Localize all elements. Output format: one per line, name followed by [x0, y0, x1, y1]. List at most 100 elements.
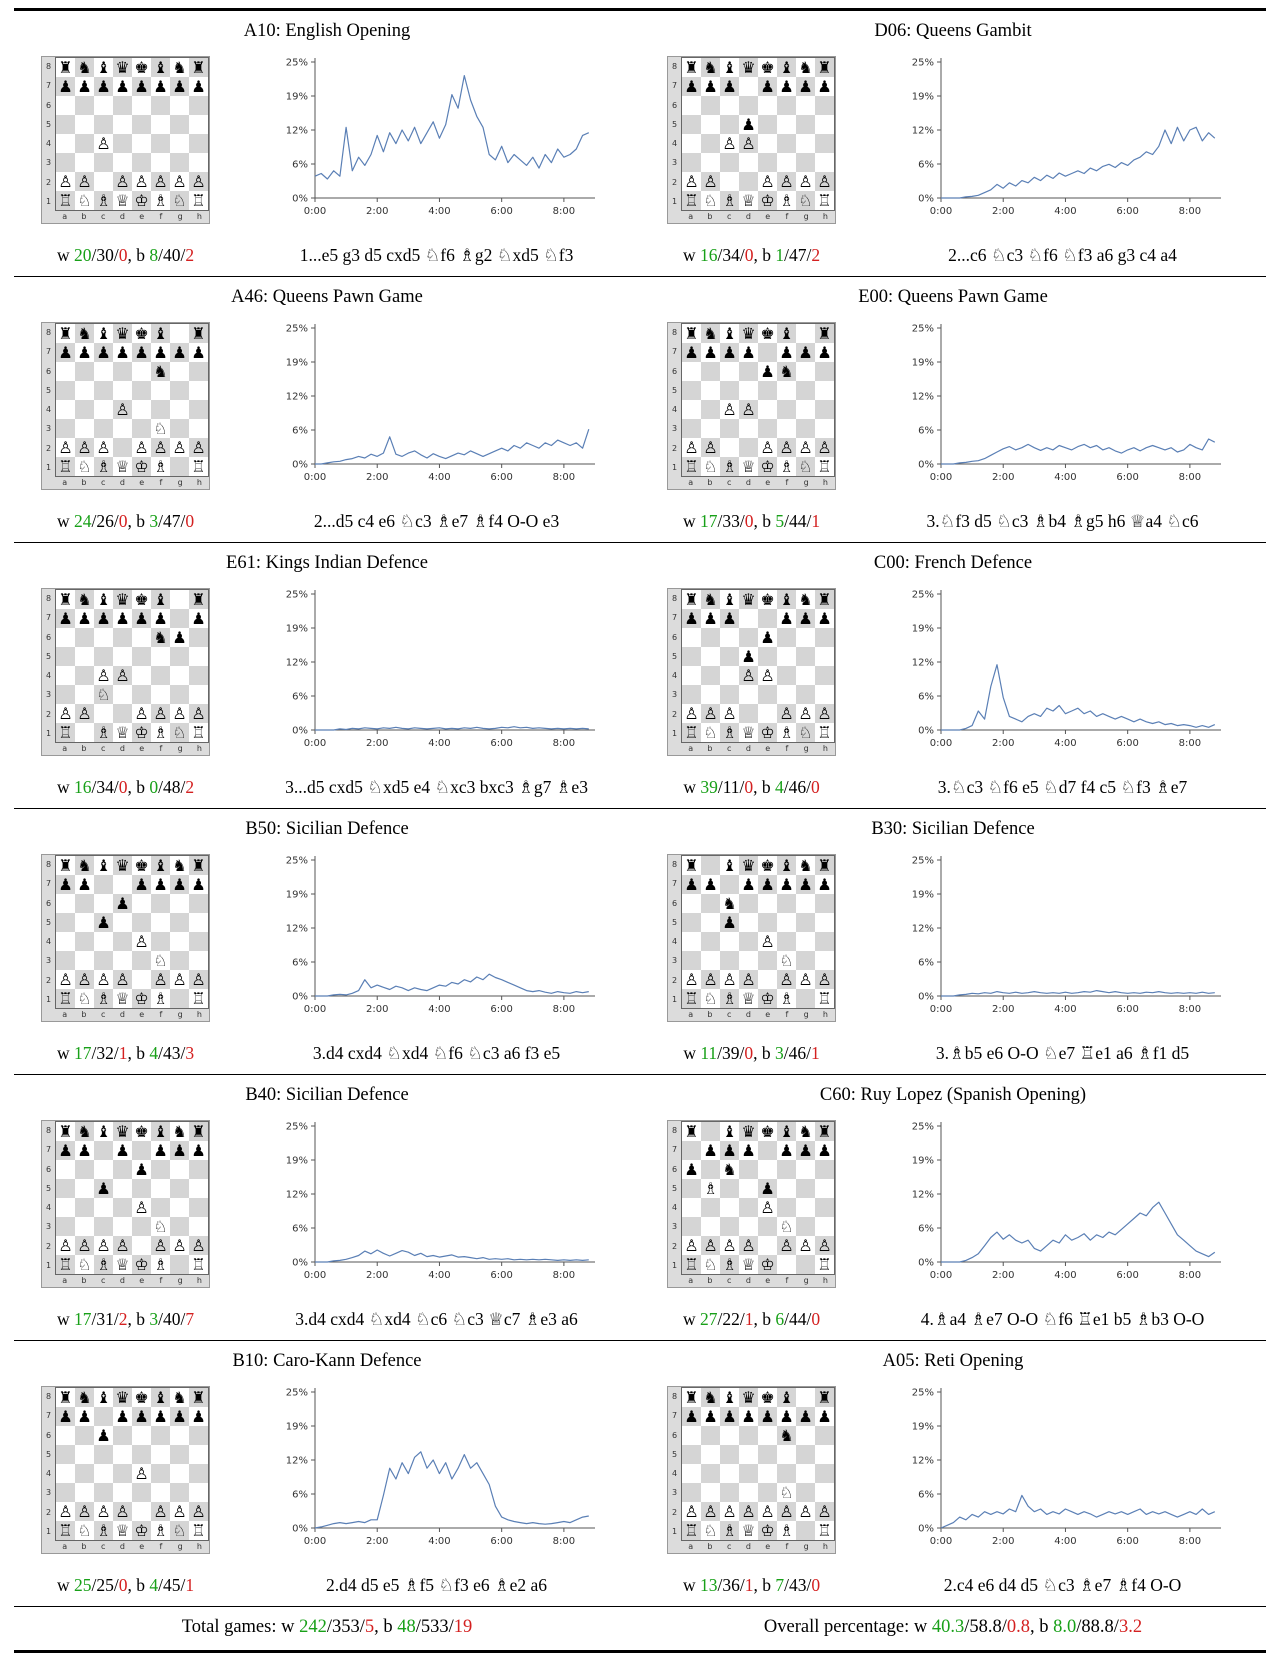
- board-square: [815, 1179, 835, 1198]
- board-square: [75, 894, 95, 913]
- chess-piece-square: ♝: [720, 58, 740, 77]
- chess-piece-square: ♚: [132, 1388, 152, 1407]
- chess-piece-square: ♙: [113, 666, 133, 685]
- text-segment: /32/: [91, 1043, 119, 1063]
- board-coordinate: d: [745, 478, 751, 487]
- text-segment: /47/: [158, 511, 186, 531]
- board-coordinate: h: [822, 744, 828, 753]
- chess-piece-square: ♟: [701, 77, 721, 96]
- chess-piece-square: ♔: [758, 1521, 778, 1540]
- chess-piece-square: ♜: [682, 58, 702, 77]
- chess-piece-square: ♔: [132, 191, 152, 210]
- stats-line: w 11/39/0, b 3/46/1: [683, 1043, 819, 1064]
- chess-piece-square: ♙: [170, 1502, 190, 1521]
- board-column: 8 7 6 5 4 3 2 1 ♜ ♞ ♝ ♛ ♚ ♝ ♞ ♜ ♟ ♟ ♟ ♟ ♟ ♟ ♟ ♟ ♙ ♙ ♙ ♙ ♙ ♙ ♙ ♙ ♖ ♘ ♗ ♕ ♔ ♗ ♘ ♖…: [640, 50, 859, 266]
- board-coordinate: a: [688, 478, 694, 487]
- x-tick-label: 4:00: [1054, 738, 1076, 749]
- board-square: [113, 913, 133, 932]
- chess-piece-square: ♟: [701, 609, 721, 628]
- chess-piece-square: ♝: [720, 1122, 740, 1141]
- chess-piece-square: ♘: [75, 989, 95, 1008]
- chess-piece-square: ♗: [701, 1179, 721, 1198]
- chess-piece-square: ♞: [796, 856, 816, 875]
- board-square: [739, 1445, 759, 1464]
- chess-piece-square: ♟: [151, 609, 171, 628]
- chess-piece-square: ♟: [132, 875, 152, 894]
- y-tick-label: 19%: [911, 624, 933, 635]
- chess-piece-square: ♟: [758, 628, 778, 647]
- board-coordinate: 6: [672, 1164, 678, 1174]
- board-square: [682, 115, 702, 134]
- board-square: [56, 647, 76, 666]
- y-tick-label: 0%: [292, 1258, 308, 1269]
- chess-piece-square: ♙: [94, 666, 114, 685]
- chess-piece-square: ♜: [682, 1388, 702, 1407]
- board-square: [170, 457, 190, 476]
- x-tick-label: 4:00: [428, 1536, 450, 1547]
- chart-column: 0% 6% 12% 19% 25% 0:00 2:00 4:00 6:00 8:00 2...c6…: [859, 50, 1266, 266]
- board-square: [56, 1160, 76, 1179]
- chess-piece-square: ♜: [815, 1388, 835, 1407]
- board-square: [796, 1426, 816, 1445]
- text-segment: 0: [744, 245, 754, 265]
- board-square: [189, 153, 209, 172]
- board-square: [113, 1198, 133, 1217]
- chess-piece-square: ♝: [777, 1388, 797, 1407]
- chess-piece-square: ♔: [132, 457, 152, 476]
- chess-piece-square: ♜: [56, 1122, 76, 1141]
- board-square: [75, 1445, 95, 1464]
- chess-piece-square: ♟: [682, 875, 702, 894]
- chess-piece-square: ♟: [815, 77, 835, 96]
- chess-piece-square: ♗: [720, 989, 740, 1008]
- chess-piece-square: ♜: [189, 590, 209, 609]
- board-square: [796, 951, 816, 970]
- board-coordinate: g: [177, 478, 183, 487]
- board-square: [796, 1255, 816, 1274]
- board-square: [94, 362, 114, 381]
- board-square: [796, 1179, 816, 1198]
- board-coordinate: 1: [46, 1526, 52, 1536]
- y-tick-label: 0%: [292, 726, 308, 737]
- y-tick-label: 6%: [918, 1490, 934, 1501]
- moves-line: 2.c4 e6 d4 d5 ♘c3 ♗e7 ♗f4 O-O: [943, 1575, 1182, 1595]
- board-coordinate: e: [139, 744, 145, 753]
- board-coordinate: b: [81, 478, 87, 487]
- chess-piece-square: ♙: [113, 172, 133, 191]
- board-squares: ♜ ♞ ♝ ♛ ♚ ♝ ♞ ♜ ♟ ♟ ♟ ♟ ♟ ♟ ♟ ♟ ♙ ♘ ♙ ♙ ♙ ♙ ♙ ♙ ♙ ♖ ♘ ♗ ♕ ♔ ♗ ♖: [55, 1121, 210, 1275]
- chess-piece-square: ♗: [777, 191, 797, 210]
- chess-board: 8 7 6 5 4 3 2 1 ♜ ♝ ♛ ♚ ♝ ♞ ♜ ♟ ♟ ♟ ♟ ♟ ♟ ♟ ♞ ♟ ♙ ♘ ♙ ♙ ♙ ♙ ♙ ♙ ♙ ♖ ♘ ♗ ♕ ♔ ♗ ♖…: [667, 854, 837, 1022]
- board-coordinate: 1: [672, 728, 678, 738]
- text-segment: 13: [700, 1575, 718, 1595]
- chess-board: 8 7 6 5 4 3 2 1 ♜ ♞ ♝ ♛ ♚ ♝ ♞ ♜ ♟ ♟ ♟ ♟ ♟ ♟ ♟ ♟ ♙ ♙ ♙ ♙ ♙ ♙ ♙ ♙ ♖ ♘ ♗ ♕ ♔ ♗ ♘ ♖…: [41, 56, 211, 224]
- x-tick-label: 4:00: [1054, 206, 1076, 217]
- x-tick-label: 0:00: [303, 206, 325, 217]
- chart-column: 0% 6% 12% 19% 25% 0:00 2:00 4:00 6:00 8:00 2.c4 e…: [859, 1380, 1266, 1596]
- chess-piece-square: ♙: [189, 172, 209, 191]
- board-coordinate: f: [159, 1010, 163, 1019]
- board-square: [758, 1464, 778, 1483]
- board-square: [170, 666, 190, 685]
- board-square: [720, 951, 740, 970]
- panel-title: C00: French Defence: [873, 553, 1033, 573]
- text-segment: 0: [744, 511, 754, 531]
- chess-piece-square: ♜: [189, 1388, 209, 1407]
- board-square: [796, 685, 816, 704]
- chess-piece-square: ♗: [777, 1521, 797, 1540]
- board-square: [113, 438, 133, 457]
- chess-piece-square: ♟: [151, 343, 171, 362]
- chess-piece-square: ♖: [189, 191, 209, 210]
- chess-piece-square: ♟: [170, 77, 190, 96]
- text-segment: 4: [149, 1043, 159, 1063]
- chess-piece-square: ♟: [701, 1141, 721, 1160]
- board-coordinate: 4: [672, 671, 678, 681]
- board-square: [796, 932, 816, 951]
- stats-line: w 13/36/1, b 7/43/0: [683, 1575, 820, 1596]
- chess-piece-square: ♙: [815, 1236, 835, 1255]
- board-square: [739, 1198, 759, 1217]
- chess-piece-square: ♙: [170, 1236, 190, 1255]
- board-square: [94, 381, 114, 400]
- board-square: [720, 1483, 740, 1502]
- board-coordinate: 2: [46, 1241, 52, 1251]
- board-square: [189, 96, 209, 115]
- board-square: [701, 1122, 721, 1141]
